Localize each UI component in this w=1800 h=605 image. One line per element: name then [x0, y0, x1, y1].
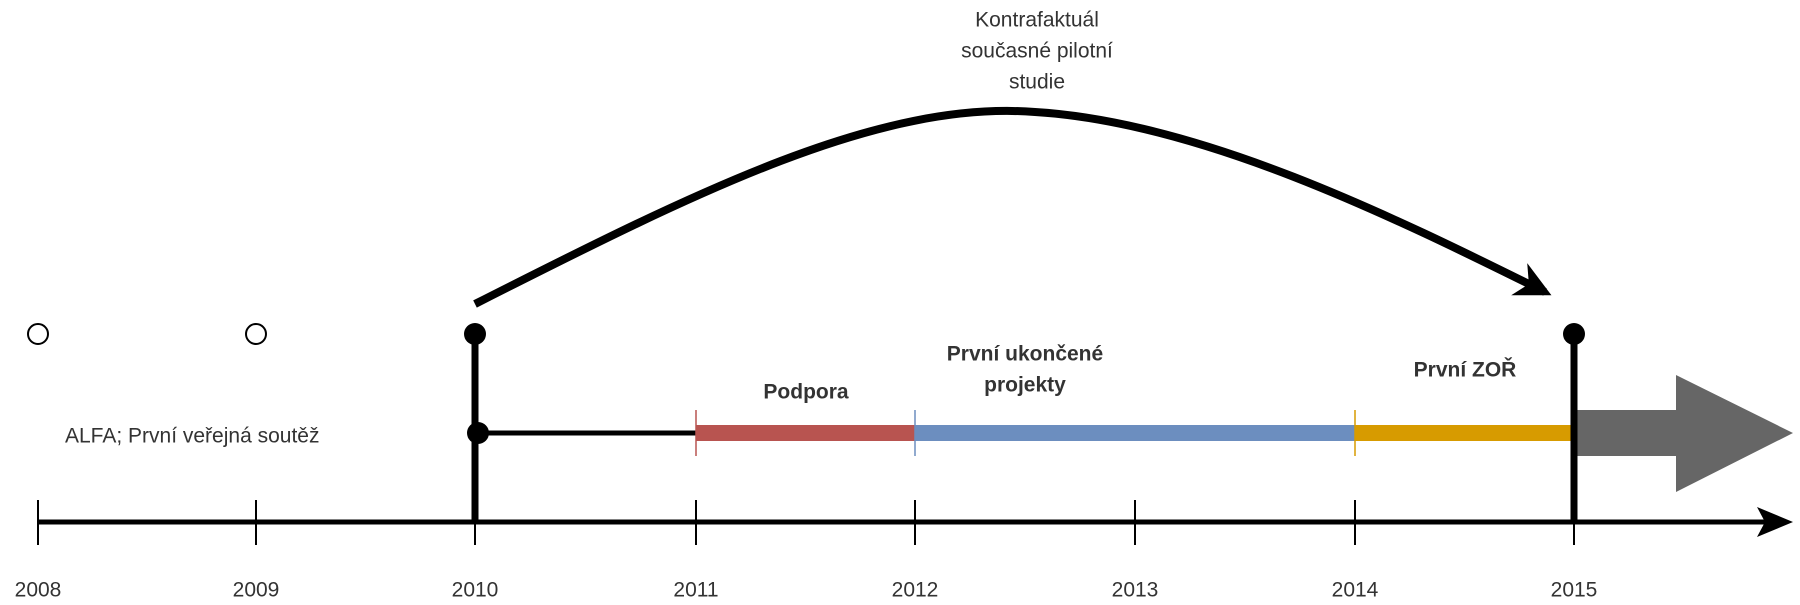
phase-bar [915, 425, 1355, 441]
phase-label: První ukončené [947, 343, 1103, 366]
milestone-dot [464, 323, 486, 345]
year-label: 2011 [673, 579, 718, 602]
year-label: 2012 [892, 579, 939, 602]
year-label: 2013 [1112, 579, 1159, 602]
open-dot [27, 323, 49, 345]
phase-bar [696, 425, 915, 441]
year-label: 2009 [233, 579, 280, 602]
year-label: 2015 [1551, 579, 1598, 602]
open-dot [245, 323, 267, 345]
axis-arrowhead [1757, 507, 1793, 537]
phase-label: První ZOŘ [1414, 358, 1517, 382]
arc-label: Kontrafaktuál [975, 9, 1099, 32]
phase-label: projekty [984, 374, 1066, 397]
phase-bar [1355, 425, 1571, 441]
axis [37, 500, 1793, 545]
year-label: 2008 [15, 579, 62, 602]
milestone-dot [467, 422, 489, 444]
arc-label: studie [1009, 71, 1065, 94]
milestone-dot [1563, 323, 1585, 345]
arc-arrow [473, 107, 1552, 308]
year-label: 2014 [1332, 579, 1379, 602]
start-label: ALFA; První veřejná soutěž [65, 425, 319, 448]
future-arrow [1571, 375, 1793, 492]
arc-label: současné pilotní [961, 40, 1113, 63]
year-label: 2010 [452, 579, 499, 602]
phase-label: Podpora [763, 381, 848, 404]
